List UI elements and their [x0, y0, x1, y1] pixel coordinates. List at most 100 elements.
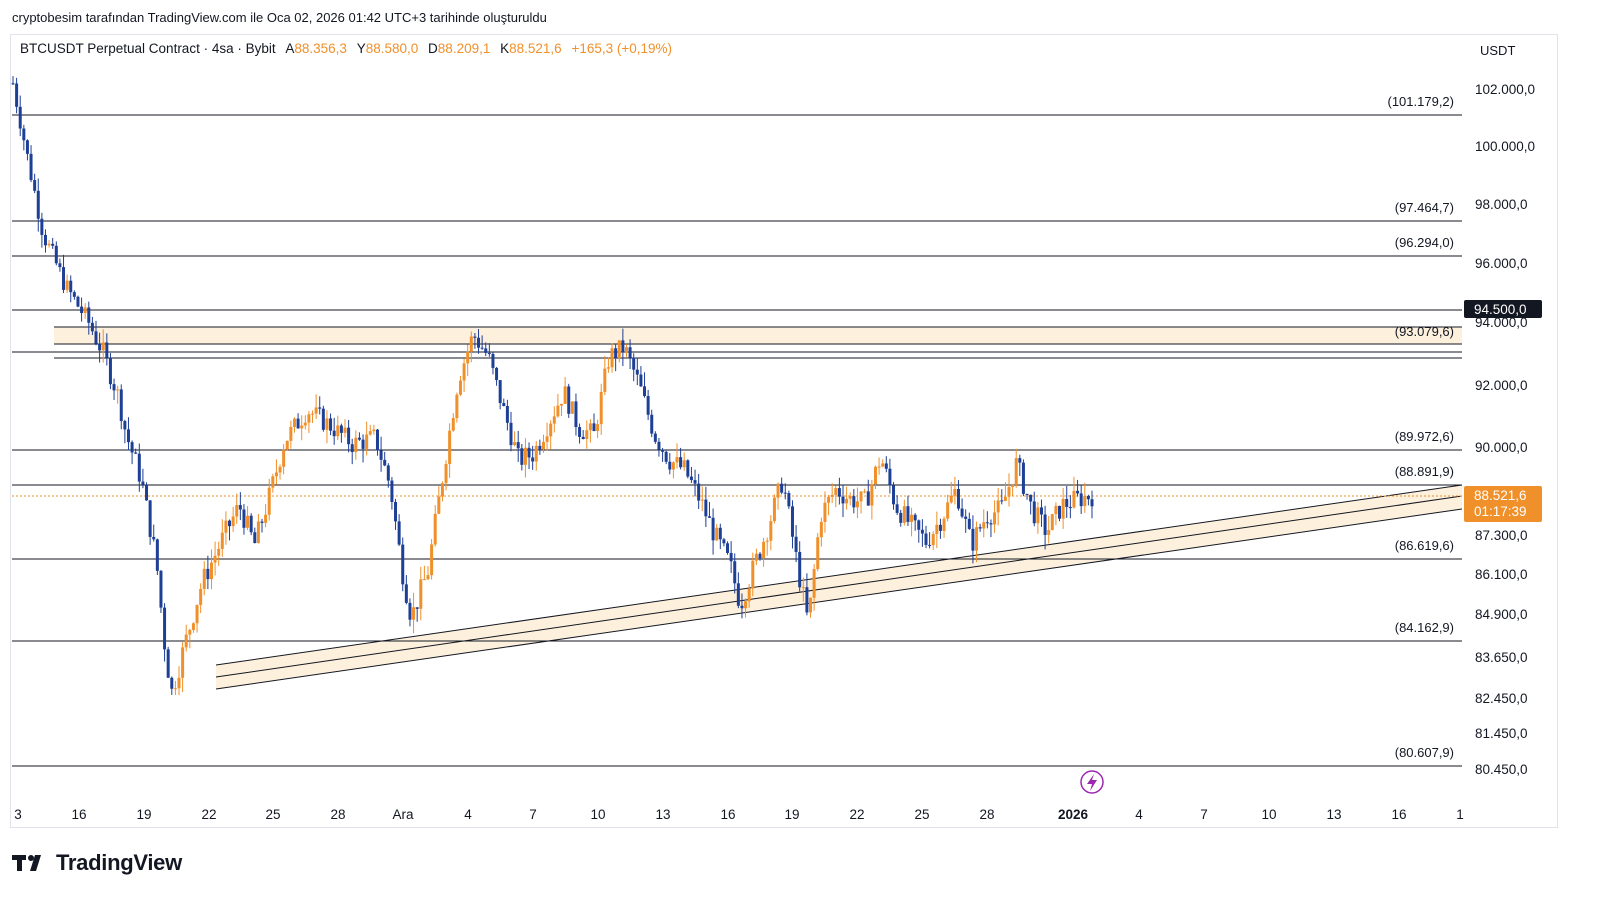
candle-body[interactable] [989, 523, 993, 525]
candle-body[interactable] [1054, 505, 1058, 515]
candle-body[interactable] [971, 528, 975, 551]
candle-body[interactable] [747, 588, 751, 602]
candle-body[interactable] [531, 457, 535, 462]
candle-body[interactable] [776, 483, 780, 498]
candle-body[interactable] [101, 342, 105, 351]
candle-body[interactable] [715, 527, 719, 541]
candle-body[interactable] [1076, 490, 1080, 494]
candle-body[interactable] [556, 405, 560, 417]
candle-body[interactable] [336, 425, 340, 437]
candle-body[interactable] [870, 484, 874, 506]
candle-body[interactable] [549, 423, 553, 437]
candle-body[interactable] [412, 607, 416, 620]
candle-body[interactable] [834, 488, 838, 495]
candle-body[interactable] [256, 521, 260, 544]
candle-body[interactable] [155, 539, 159, 571]
candle-body[interactable] [884, 463, 888, 469]
candle-body[interactable] [686, 460, 690, 477]
candle-body[interactable] [949, 495, 953, 503]
candle-body[interactable] [726, 543, 730, 553]
candle-body[interactable] [513, 442, 517, 446]
candle-body[interactable] [805, 587, 809, 613]
candle-body[interactable] [495, 367, 499, 381]
candle-body[interactable] [33, 180, 37, 191]
candle-body[interactable] [928, 544, 932, 546]
candle-body[interactable] [899, 512, 903, 523]
candle-body[interactable] [173, 688, 177, 690]
candle-body[interactable] [534, 445, 538, 462]
candle-body[interactable] [159, 570, 163, 608]
candle-body[interactable] [444, 464, 448, 484]
candle-body[interactable] [978, 527, 982, 529]
candle-body[interactable] [523, 447, 527, 465]
candle-body[interactable] [841, 496, 845, 504]
candle-body[interactable] [1036, 507, 1040, 524]
candle-body[interactable] [888, 468, 892, 486]
candle-body[interactable] [390, 480, 394, 502]
candle-body[interactable] [18, 106, 22, 129]
candle-body[interactable] [881, 463, 885, 467]
candle-body[interactable] [264, 514, 268, 523]
candle-body[interactable] [1079, 493, 1083, 507]
candle-body[interactable] [502, 403, 506, 406]
candle-body[interactable] [314, 407, 318, 414]
candle-body[interactable] [560, 403, 564, 406]
candle-body[interactable] [520, 448, 524, 465]
candle-body[interactable] [892, 485, 896, 505]
candle-body[interactable] [588, 423, 592, 431]
candle-body[interactable] [682, 460, 686, 468]
candle-body[interactable] [473, 336, 477, 338]
candle-body[interactable] [845, 498, 849, 504]
candle-body[interactable] [484, 348, 488, 353]
candle-body[interactable] [357, 437, 361, 440]
candle-body[interactable] [816, 537, 820, 570]
candle-body[interactable] [383, 459, 387, 466]
candle-body[interactable] [372, 429, 376, 432]
candle-body[interactable] [664, 451, 668, 462]
candle-body[interactable] [170, 677, 174, 689]
candle-body[interactable] [231, 516, 235, 527]
candle-body[interactable] [993, 512, 997, 525]
candle-body[interactable] [736, 583, 740, 606]
candle-body[interactable] [11, 83, 15, 85]
candle-body[interactable] [819, 521, 823, 538]
candle-body[interactable] [87, 307, 91, 323]
candle-body[interactable] [404, 584, 408, 603]
candle-body[interactable] [1029, 494, 1033, 502]
candle-body[interactable] [397, 521, 401, 545]
candle-body[interactable] [744, 601, 748, 609]
candle-body[interactable] [123, 421, 127, 430]
candle-body[interactable] [751, 560, 755, 589]
candle-body[interactable] [1061, 498, 1065, 519]
candle-body[interactable] [505, 405, 509, 423]
candle-body[interactable] [765, 540, 769, 542]
candle-body[interactable] [563, 386, 567, 404]
candle-body[interactable] [697, 483, 701, 501]
candle-body[interactable] [578, 427, 582, 437]
candle-body[interactable] [671, 462, 675, 470]
candle-body[interactable] [632, 357, 636, 370]
candle-body[interactable] [145, 484, 149, 501]
candle-body[interactable] [924, 533, 928, 545]
candle-body[interactable] [448, 430, 452, 465]
candle-body[interactable] [69, 280, 73, 293]
candle-body[interactable] [1011, 484, 1015, 488]
candle-body[interactable] [758, 553, 762, 559]
candle-body[interactable] [657, 441, 661, 450]
candle-body[interactable] [855, 501, 859, 508]
candle-body[interactable] [166, 649, 170, 678]
candle-body[interactable] [541, 441, 545, 450]
candle-body[interactable] [1058, 505, 1062, 519]
candle-body[interactable] [790, 506, 794, 537]
candle-body[interactable] [516, 442, 520, 449]
candle-body[interactable] [437, 496, 441, 514]
candle-body[interactable] [238, 505, 242, 510]
candle-body[interactable] [195, 604, 199, 624]
candle-body[interactable] [801, 587, 805, 589]
candle-body[interactable] [184, 634, 188, 648]
candle-body[interactable] [199, 588, 203, 605]
candle-body[interactable] [624, 347, 628, 353]
candle-body[interactable] [29, 153, 33, 181]
candle-body[interactable] [675, 457, 679, 463]
candle-body[interactable] [401, 544, 405, 585]
